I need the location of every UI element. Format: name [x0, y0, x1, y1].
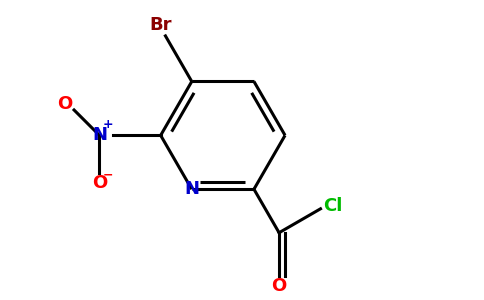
Text: O: O [272, 277, 287, 295]
Text: Br: Br [150, 16, 172, 34]
Text: O: O [92, 174, 107, 192]
Text: O: O [57, 95, 72, 113]
Text: N: N [184, 180, 199, 198]
Text: −: − [103, 168, 113, 181]
Text: N: N [92, 126, 107, 144]
Text: +: + [103, 118, 113, 131]
Text: Cl: Cl [323, 197, 342, 215]
